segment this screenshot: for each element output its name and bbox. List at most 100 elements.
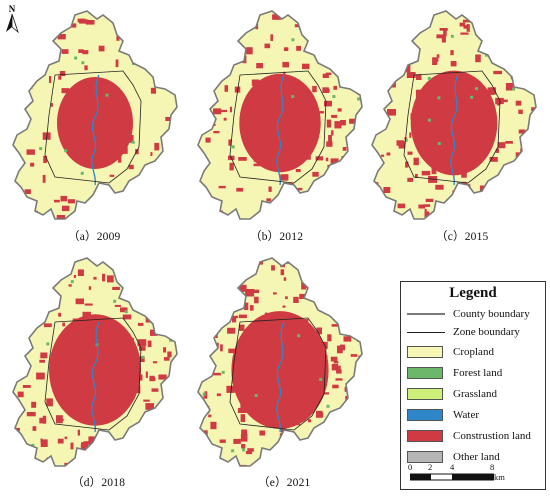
construction-patch: [461, 205, 470, 210]
legend-item-cropland: Cropland: [407, 343, 494, 361]
urban-core: [239, 73, 321, 173]
forest-patch: [319, 378, 323, 381]
construction-patch: [265, 213, 270, 217]
construction-patch: [310, 456, 317, 461]
construction-patch: [236, 53, 241, 57]
construction-patch: [127, 459, 130, 466]
construction-patch: [152, 361, 158, 364]
construction-patch: [150, 152, 153, 156]
construction-patch: [450, 61, 457, 67]
construction-patch: [463, 19, 470, 23]
construction-patch: [16, 407, 21, 411]
construction-patch: [336, 68, 344, 73]
construction-patch: [451, 213, 456, 219]
construction-patch: [154, 453, 161, 460]
construction-patch: [450, 50, 454, 56]
construction-patch: [413, 157, 419, 166]
construction-patch: [45, 264, 52, 267]
construction-patch: [309, 449, 317, 457]
construction-patch: [171, 159, 176, 166]
construction-patch: [211, 291, 214, 296]
construction-patch: [336, 365, 341, 370]
construction-patch: [532, 15, 536, 19]
forest-patch: [203, 30, 207, 34]
construction-patch: [71, 23, 77, 28]
construction-patch: [338, 435, 344, 439]
construction-patch: [253, 163, 262, 167]
construction-patch: [42, 415, 47, 424]
construction-patch: [351, 157, 354, 164]
construction-patch: [330, 356, 338, 362]
construction-patch: [415, 173, 418, 178]
construction-patch: [152, 449, 159, 454]
construction-patch: [158, 374, 167, 380]
construction-patch: [421, 170, 431, 176]
construction-patch: [387, 109, 396, 116]
construction-patch: [228, 139, 232, 146]
construction-patch: [524, 147, 527, 152]
construction-patch: [379, 94, 384, 99]
construction-patch: [135, 434, 139, 440]
construction-patch: [333, 85, 338, 90]
forest-patch: [213, 61, 217, 65]
construction-patch: [170, 76, 177, 81]
construction-patch: [27, 324, 35, 327]
construction-patch: [154, 142, 160, 151]
construction-patch: [122, 442, 125, 448]
construction-patch: [62, 322, 66, 327]
construction-patch: [353, 429, 358, 432]
construction-patch: [19, 74, 22, 78]
construction-patch: [207, 341, 212, 344]
construction-patch: [115, 261, 120, 268]
forest-patch: [39, 147, 43, 151]
construction-patch: [225, 310, 232, 317]
map-legend: Legend County boundary Zone boundary Cro…: [400, 281, 546, 490]
construction-patch: [296, 45, 301, 51]
construction-patch: [322, 87, 329, 93]
construction-patch: [139, 374, 143, 381]
construction-patch: [311, 443, 321, 452]
cropland-swatch-icon: [407, 346, 443, 358]
construction-patch: [28, 267, 34, 272]
county-boundary-line-icon: [407, 313, 445, 315]
legend-label: Forest land: [453, 367, 503, 379]
construction-patch: [128, 135, 134, 143]
forest-patch: [23, 97, 27, 101]
construction-patch: [386, 152, 391, 156]
construction-patch: [266, 198, 271, 202]
construction-patch: [287, 211, 292, 214]
construction-patch: [138, 356, 145, 362]
construction-patch: [163, 184, 167, 192]
construction-patch: [139, 346, 146, 351]
construction-patch: [392, 52, 400, 56]
construction-patch: [263, 465, 271, 466]
construction-patch: [332, 181, 335, 186]
construction-patch: [399, 51, 408, 56]
forest-patch: [328, 280, 332, 284]
construction-patch: [141, 431, 146, 436]
construction-patch: [153, 22, 158, 26]
river: [91, 321, 100, 433]
construction-patch: [40, 352, 48, 359]
construction-patch: [500, 47, 504, 54]
construction-patch: [332, 384, 339, 389]
construction-patch: [124, 266, 129, 269]
construction-patch: [328, 135, 332, 143]
construction-patch: [167, 351, 172, 358]
construction-patch: [436, 54, 440, 58]
construction-patch: [283, 71, 286, 76]
construction-patch: [18, 362, 21, 365]
forest-patch: [470, 95, 474, 99]
construction-patch: [39, 359, 45, 363]
construction-patch: [85, 20, 95, 25]
construction-patch: [202, 280, 207, 284]
construction-patch: [350, 69, 357, 75]
forest-patch: [475, 87, 478, 91]
forest-patch: [355, 195, 359, 199]
construction-patch: [56, 415, 63, 424]
construction-patch: [280, 425, 285, 433]
construction-patch: [238, 28, 242, 35]
construction-patch: [254, 296, 259, 304]
construction-patch: [228, 265, 236, 268]
construction-patch: [164, 396, 168, 400]
